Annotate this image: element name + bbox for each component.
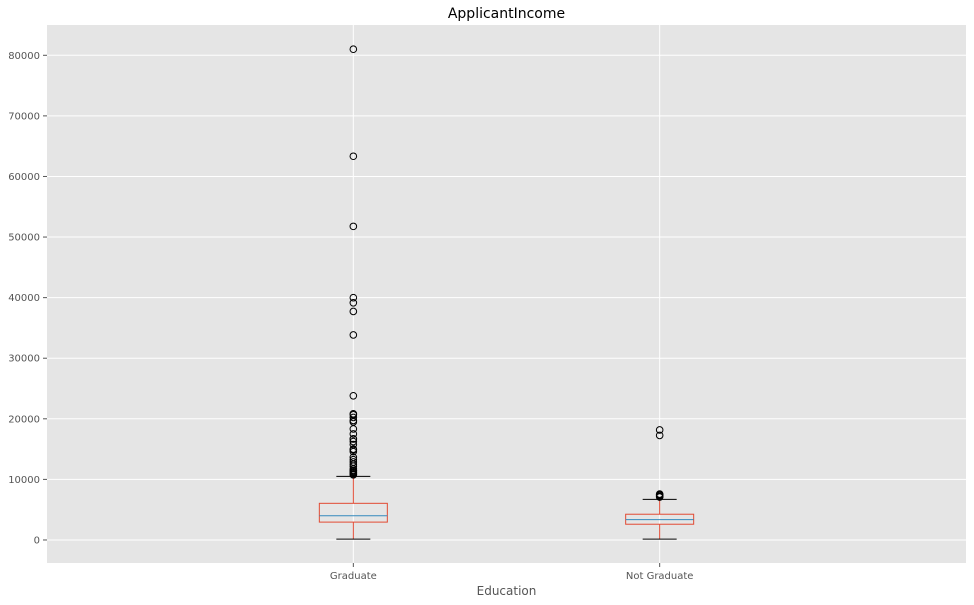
outlier-point bbox=[349, 430, 358, 438]
x-axis-ticks: Graduate Not Graduate bbox=[330, 563, 694, 582]
y-tick-label: 80000 bbox=[8, 51, 40, 62]
outlier-point bbox=[349, 471, 358, 479]
chart-title: ApplicantIncome bbox=[448, 6, 565, 22]
y-tick-label: 60000 bbox=[8, 172, 40, 183]
x-axis-label: Education bbox=[477, 584, 537, 598]
outlier-point bbox=[349, 222, 358, 231]
y-tick-label: 30000 bbox=[8, 354, 40, 365]
outlier-point bbox=[349, 435, 358, 443]
y-tick-label: 0 bbox=[34, 535, 40, 546]
grid-lines bbox=[47, 25, 966, 563]
plot-area bbox=[47, 25, 966, 563]
outlier-point bbox=[349, 437, 358, 446]
outlier-point bbox=[349, 45, 358, 54]
y-tick-label: 10000 bbox=[8, 475, 40, 486]
y-tick-label: 70000 bbox=[8, 111, 40, 122]
outlier-point bbox=[655, 493, 664, 501]
iqr-box bbox=[318, 502, 388, 523]
x-tick-label: Graduate bbox=[330, 571, 377, 582]
outlier-point bbox=[349, 440, 358, 449]
outlier-point bbox=[349, 152, 358, 161]
outlier-point bbox=[655, 431, 664, 440]
outlier-point bbox=[349, 293, 358, 302]
outlier-point bbox=[349, 425, 358, 433]
outlier-point bbox=[349, 410, 358, 419]
box-plot-series bbox=[318, 45, 695, 540]
outlier-point bbox=[655, 426, 664, 434]
outlier-point bbox=[349, 447, 358, 456]
box-graduate bbox=[318, 45, 388, 540]
outlier-point bbox=[349, 307, 358, 316]
outlier-point bbox=[349, 413, 358, 422]
y-tick-label: 50000 bbox=[8, 233, 40, 244]
y-tick-label: 20000 bbox=[8, 414, 40, 425]
y-tick-label: 40000 bbox=[8, 293, 40, 304]
outlier-point bbox=[349, 391, 358, 400]
y-axis-ticks: 0 10000 20000 30000 40000 50000 60000 70000 8000… bbox=[8, 51, 47, 546]
outlier-point bbox=[349, 331, 358, 339]
box-not-graduate bbox=[625, 426, 695, 540]
x-tick-label: Not Graduate bbox=[626, 571, 694, 582]
outlier-point bbox=[349, 299, 358, 307]
